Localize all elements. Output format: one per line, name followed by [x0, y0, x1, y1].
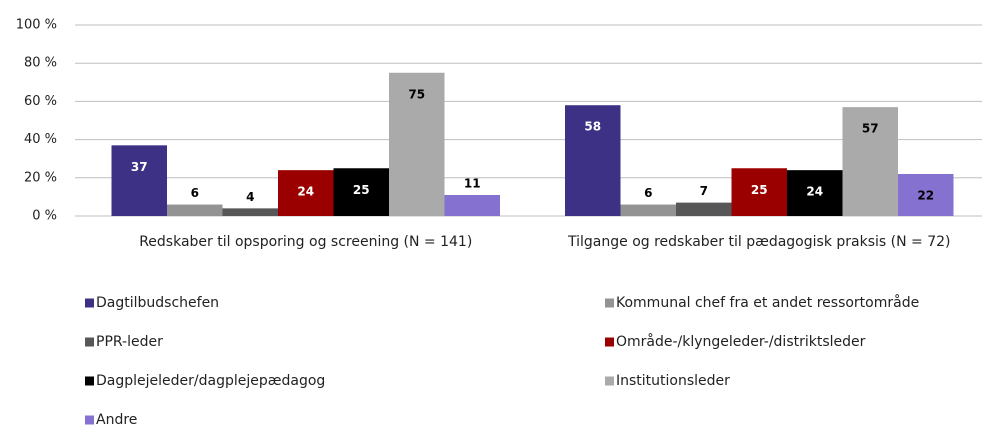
value-label: 25: [353, 183, 370, 197]
bar: [389, 72, 445, 216]
legend-label: Institutionsleder: [616, 373, 730, 389]
y-tick-label: 100 %: [16, 18, 57, 33]
bar: [898, 173, 954, 216]
bar: [565, 105, 621, 216]
legend-label: Andre: [96, 412, 137, 425]
bar: [444, 194, 500, 216]
y-tick-label: 0 %: [32, 209, 57, 224]
value-label: 58: [584, 120, 601, 134]
legend-label: Område-/klyngeleder-/distriktsleder: [616, 333, 866, 350]
x-tick-label: Tilgange og redskaber til pædagogisk pra…: [567, 234, 950, 250]
value-label: 57: [862, 122, 879, 136]
legend-swatch: [85, 337, 94, 347]
legend-label: PPR-leder: [96, 334, 163, 350]
bar: [222, 208, 278, 216]
legend-swatch: [605, 298, 614, 308]
value-label: 25: [751, 183, 768, 197]
legend-label: Kommunal chef fra et andet ressortområde: [616, 294, 919, 311]
bar: [676, 202, 732, 216]
value-label: 4: [246, 190, 254, 204]
bar: [787, 170, 843, 216]
y-tick-label: 20 %: [24, 170, 57, 185]
bar: [167, 204, 223, 216]
bar: [731, 168, 787, 216]
x-tick-label: Redskaber til opsporing og screening (N …: [139, 234, 472, 250]
legend-swatch: [85, 415, 94, 425]
value-label: 22: [917, 188, 934, 202]
bar: [620, 204, 676, 216]
legend-label: Dagplejeleder/dagplejepædagog: [96, 373, 325, 389]
value-label: 11: [464, 176, 481, 190]
value-label: 7: [700, 184, 708, 198]
value-label: 37: [131, 160, 148, 174]
bar: [278, 170, 334, 216]
legend-swatch: [85, 298, 94, 308]
legend-swatch: [85, 376, 94, 386]
bar: [842, 107, 898, 216]
value-label: 6: [644, 186, 652, 200]
legend-label: Dagtilbudschefen: [96, 295, 219, 311]
y-tick-label: 80 %: [24, 56, 57, 71]
value-label: 24: [806, 185, 823, 199]
bar: [333, 168, 389, 216]
y-tick-label: 40 %: [24, 132, 57, 147]
legend-swatch: [605, 337, 614, 347]
legend-swatch: [605, 376, 614, 386]
value-label: 6: [191, 186, 199, 200]
y-tick-label: 60 %: [24, 94, 57, 109]
value-label: 24: [297, 185, 314, 199]
value-label: 75: [408, 87, 425, 101]
bar: [111, 145, 167, 216]
